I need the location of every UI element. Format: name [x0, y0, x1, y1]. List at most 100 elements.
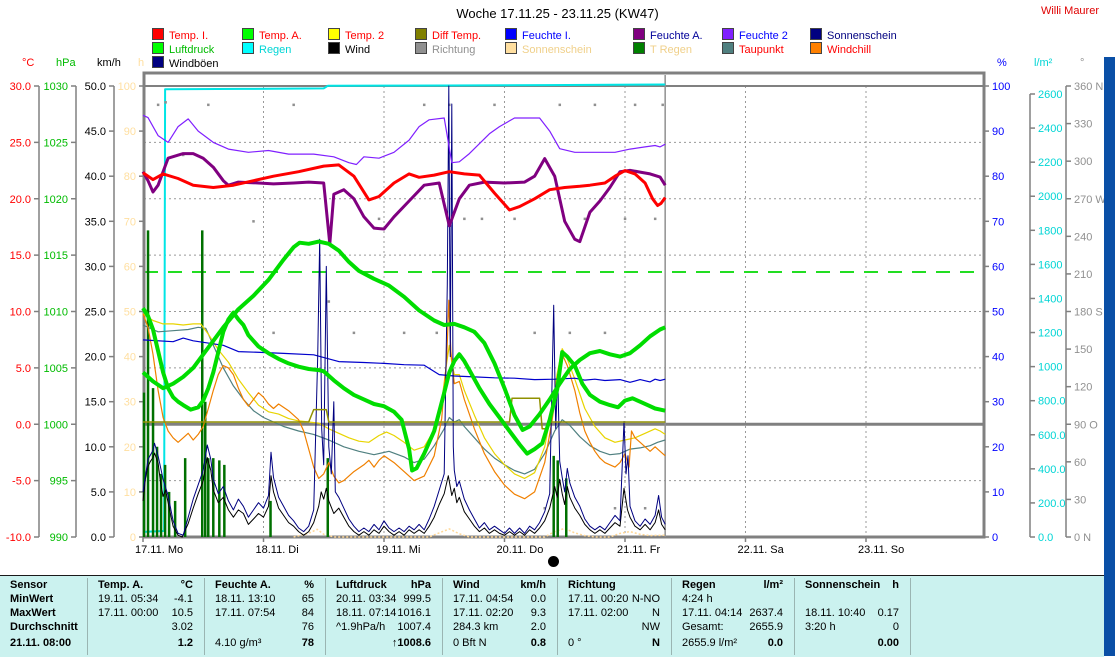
table-cell: 76	[301, 621, 314, 633]
svg-text:-10.0: -10.0	[6, 532, 31, 544]
legend-item-temp-i-[interactable]: Temp. I.	[152, 28, 209, 42]
table-cell: 18.11. 13:10	[215, 593, 276, 605]
legend-item-wind[interactable]: Wind	[328, 42, 371, 56]
table-cell: 0	[892, 621, 899, 633]
svg-text:0.0: 0.0	[16, 419, 31, 431]
svg-text:1800: 1800	[1038, 225, 1062, 237]
table-cell: Gesamt:	[682, 621, 724, 633]
table-column-richtung: Richtung 17.11. 00:20 N-NO 17.11. 02:00 N NW 0…	[562, 576, 666, 657]
table-cell: NW	[641, 621, 660, 633]
legend-item-temp-2[interactable]: Temp. 2	[328, 28, 384, 42]
legend-swatch-icon	[328, 28, 340, 40]
legend-label: Feuchte I.	[522, 30, 571, 42]
legend-swatch-icon	[152, 28, 164, 40]
legend-item-temp-a-[interactable]: Temp. A.	[242, 28, 302, 42]
table-cell: %	[304, 579, 314, 591]
legend-item-t-regen[interactable]: T Regen	[633, 42, 692, 56]
svg-text:20.0: 20.0	[10, 194, 31, 206]
table-column-sonnenschein: Sonnenschein h 18.11. 10:40 0.17 3:20 h 0 0.00	[799, 576, 905, 657]
legend-label: Richtung	[432, 44, 476, 56]
x-tick-label: 20.11. Do	[496, 544, 543, 556]
svg-text:300: 300	[1074, 156, 1092, 168]
table-cell: Wind	[453, 579, 480, 591]
table-cell: Sonnenschein	[805, 579, 881, 591]
svg-text:600.0: 600.0	[1038, 430, 1066, 442]
svg-text:150: 150	[1074, 344, 1092, 356]
svg-text:15.0: 15.0	[85, 397, 106, 409]
table-cell: N	[652, 637, 660, 649]
table-cell: 84	[301, 607, 314, 619]
table-column-luftdruck: Luftdruck hPa 20.11. 03:34 999.5 18.11. 07:1…	[330, 576, 437, 657]
svg-text:25.0: 25.0	[10, 137, 31, 149]
svg-text:180 S: 180 S	[1074, 307, 1103, 319]
axis-unit-label: hPa	[56, 57, 76, 69]
svg-text:120: 120	[1074, 382, 1092, 394]
table-separator	[325, 578, 326, 655]
svg-text:995: 995	[50, 476, 68, 488]
legend-item-luftdruck[interactable]: Luftdruck	[152, 42, 214, 56]
svg-text:1025: 1025	[44, 137, 68, 149]
svg-text:90 O: 90 O	[1074, 419, 1098, 431]
legend-label: Wind	[345, 44, 371, 56]
table-cell: 17.11. 02:00	[568, 607, 629, 619]
table-cell: km/h	[520, 579, 546, 591]
svg-text:1200: 1200	[1038, 328, 1062, 340]
svg-text:1005: 1005	[44, 363, 68, 375]
svg-text:10.0: 10.0	[85, 442, 106, 454]
table-cell: 17.11. 04:14	[682, 607, 743, 619]
svg-text:40: 40	[124, 352, 136, 364]
series-feuchte-2	[142, 114, 666, 166]
legend-label: Sonnenschein	[827, 30, 897, 42]
legend-swatch-icon	[722, 42, 734, 54]
svg-text:60: 60	[1074, 457, 1086, 469]
legend-label: Temp. A.	[259, 30, 302, 42]
x-tick-label: 22.11. Sa	[737, 544, 784, 556]
svg-text:90: 90	[992, 126, 1004, 138]
legend-item-feuchte-i-[interactable]: Feuchte I.	[505, 28, 571, 42]
table-cell: 17.11. 00:20	[568, 593, 629, 605]
svg-text:50: 50	[124, 307, 136, 319]
svg-text:80: 80	[124, 171, 136, 183]
table-cell: 4:24 h	[682, 593, 713, 605]
table-cell: 0 Bft N	[453, 637, 487, 649]
legend-item-regen[interactable]: Regen	[242, 42, 291, 56]
svg-text:1600: 1600	[1038, 259, 1062, 271]
svg-text:200.0: 200.0	[1038, 498, 1066, 510]
axis-hPa: 1030 1025 1020 1015 1010 1005 1000 995 990	[44, 81, 77, 544]
axis-unit-label: %	[997, 57, 1007, 69]
legend-item-diff-temp-[interactable]: Diff Temp.	[415, 28, 481, 42]
svg-text:1020: 1020	[44, 194, 68, 206]
legend-swatch-icon	[152, 42, 164, 54]
legend-item-feuchte-2[interactable]: Feuchte 2	[722, 28, 788, 42]
svg-text:50.0: 50.0	[85, 81, 106, 93]
svg-text:-5.0: -5.0	[12, 476, 31, 488]
table-cell: ^1.9hPa/h	[336, 621, 386, 633]
legend-item-taupunkt[interactable]: Taupunkt	[722, 42, 784, 56]
table-cell: Luftdruck	[336, 579, 387, 591]
legend-item-windb-en[interactable]: Windböen	[152, 56, 219, 70]
legend-item-sonnenschein[interactable]: Sonnenschein	[810, 28, 897, 42]
svg-text:0: 0	[130, 532, 136, 544]
legend-label: Sonnenschein	[522, 44, 592, 56]
table-cell: Regen	[682, 579, 716, 591]
svg-text:100: 100	[118, 81, 136, 93]
table-cell: 0.8	[530, 637, 546, 649]
legend-label: Temp. I.	[169, 30, 209, 42]
legend-swatch-icon	[328, 42, 340, 54]
table-cell: 10.5	[171, 607, 193, 619]
table-cell: 65	[301, 593, 314, 605]
table-cell: 2637.4	[749, 607, 783, 619]
table-cell: Richtung	[568, 579, 616, 591]
table-cell: 284.3 km	[453, 621, 499, 633]
legend-item-richtung[interactable]: Richtung	[415, 42, 476, 56]
legend-label: Windböen	[169, 58, 219, 70]
legend-item-feuchte-a-[interactable]: Feuchte A.	[633, 28, 703, 42]
window-edge-strip	[1104, 57, 1115, 656]
svg-text:40.0: 40.0	[85, 171, 106, 183]
table-separator	[794, 578, 795, 655]
legend-item-sonnenschein[interactable]: Sonnenschein	[505, 42, 592, 56]
legend-item-windchill[interactable]: Windchill	[810, 42, 871, 56]
legend-swatch-icon	[415, 42, 427, 54]
svg-text:20: 20	[124, 442, 136, 454]
